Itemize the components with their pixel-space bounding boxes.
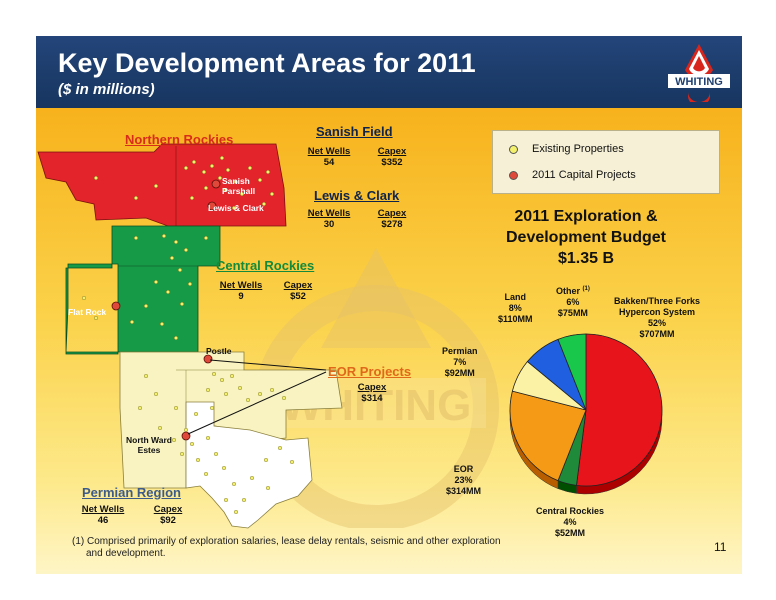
marker-label-north-ward: North Ward — [126, 435, 172, 445]
central-rockies-capex: Capex $52 — [283, 280, 313, 302]
permian-net-wells: Net Wells 46 — [81, 504, 125, 526]
legend-label-capital: 2011 Capital Projects — [532, 169, 636, 181]
legend-item-capital: 2011 Capital Projects — [509, 169, 636, 181]
slice-label-bakken: Bakken/Three Forks Hypercon System 52% $… — [614, 296, 701, 339]
capital-projects-swatch — [509, 170, 518, 180]
lewis-clark-label: Lewis & Clark — [314, 188, 400, 203]
footnote-line-1: (1) Comprised primarily of exploration s… — [72, 536, 501, 547]
logo-text: WHITING — [675, 76, 723, 88]
map-legend: Existing Properties 2011 Capital Project… — [492, 130, 720, 194]
page-title: Key Development Areas for 2011 — [58, 48, 476, 78]
sanish-net-wells: Net Wells 54 — [307, 146, 351, 168]
central-rockies-label: Central Rockies — [216, 258, 315, 273]
eor-capex: Capex $314 — [357, 382, 387, 404]
content-area: WHITING — [36, 108, 742, 574]
northern-rockies-region — [37, 143, 287, 227]
page-subtitle: ($ in millions) — [58, 81, 155, 98]
central-rockies-region — [65, 225, 221, 355]
budget-total: $1.35 B — [557, 250, 615, 267]
existing-properties-swatch — [509, 144, 518, 154]
slice-label-central-rockies: Central Rockies 4% $52MM — [536, 506, 605, 538]
slice-label-other: Other (1) 6% $75MM — [556, 286, 590, 318]
capital-project-markers — [111, 179, 221, 441]
permian-capex: Capex $92 — [153, 504, 183, 526]
eor-pointer-postle — [209, 359, 327, 371]
budget-pie-chart — [509, 333, 663, 495]
header-bar: Key Development Areas for 2011 ($ in mil… — [36, 36, 742, 108]
slice-label-permian: Permian 7% $92MM — [442, 346, 478, 378]
budget-title-line: 2011 Exploration & Development Budget — [505, 208, 666, 246]
pie-slice-bakken-three-forks — [576, 333, 663, 487]
texas-region — [185, 401, 313, 529]
northern-rockies-label: Northern Rockies — [125, 132, 234, 147]
slice-label-eor: EOR 23% $314MM — [446, 464, 482, 496]
development-map — [37, 143, 343, 529]
existing-property-dots — [82, 156, 294, 515]
eor-projects-label: EOR Projects — [328, 364, 412, 379]
central-rockies-net-wells: Net Wells 9 — [219, 280, 263, 302]
permian-region-label: Permian Region — [82, 485, 181, 500]
footnote: (1) Comprised primarily of exploration s… — [72, 536, 532, 560]
footnote-line-2: and development. — [86, 548, 166, 559]
lewis-clark-capex: Capex $278 — [377, 208, 407, 230]
budget-title: 2011 Exploration & Development Budget $1… — [486, 206, 686, 269]
marker-label-flat-rock: Flat Rock — [68, 307, 107, 317]
sanish-field-label: Sanish Field — [316, 124, 393, 139]
whiting-logo: WHITING — [668, 44, 730, 102]
pie-slice-eor — [509, 390, 587, 482]
marker-label-estes: Estes — [137, 445, 161, 455]
legend-item-existing: Existing Properties — [509, 143, 624, 155]
eor-pointer-northward — [187, 371, 327, 435]
lewis-clark-net-wells: Net Wells 30 — [307, 208, 351, 230]
slice-label-land: Land 8% $110MM — [498, 292, 533, 324]
marker-label-postle: Postle — [206, 346, 232, 356]
page-number: 11 — [714, 540, 727, 554]
pie-slice-other — [557, 333, 587, 411]
legend-label-existing: Existing Properties — [532, 143, 624, 155]
marker-label-parshall: Parshall — [222, 186, 256, 196]
marker-label-sanish: Sanish — [222, 176, 250, 186]
marker-label-lewis-clark: Lewis & Clark — [208, 203, 264, 213]
sanish-capex: Capex $352 — [377, 146, 407, 168]
